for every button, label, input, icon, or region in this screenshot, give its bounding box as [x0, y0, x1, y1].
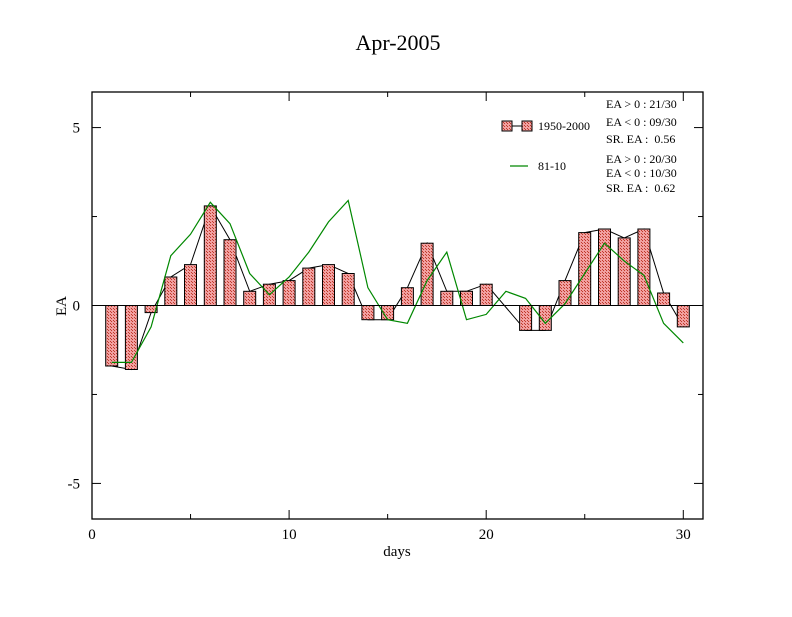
bar-day-4 — [164, 276, 178, 306]
y-tick-label-5: 5 — [73, 121, 81, 137]
stats-first-line-2: EA < 0 : 09/30 — [606, 115, 677, 129]
bar-day-18 — [440, 290, 454, 306]
y-tick-label-0: 0 — [73, 299, 81, 315]
legend-label-81-10: 81-10 — [538, 159, 566, 173]
bar-day-25 — [578, 232, 592, 307]
x-axis-label: days — [383, 544, 411, 560]
legend-bar-swatch-right — [521, 120, 533, 132]
bar-day-29 — [657, 292, 671, 306]
bar-day-13 — [341, 273, 355, 306]
series-1950-2000-connector-line — [111, 204, 684, 371]
legend: 1950-2000 81-10 EA > 0 : 21/30 EA < 0 : … — [501, 97, 677, 195]
stats-second-line-1: EA > 0 : 20/30 — [606, 152, 677, 166]
stats-second-line-2: EA < 0 : 10/30 — [606, 166, 677, 180]
bar-day-16 — [400, 287, 414, 307]
stats-first-line-3: SR. EA : 0.56 — [606, 132, 675, 146]
bar-day-5 — [184, 264, 197, 307]
bar-day-6 — [203, 205, 217, 306]
legend-bar-swatch-left — [501, 120, 513, 132]
bar-day-28 — [637, 228, 651, 306]
plot-area — [105, 199, 690, 371]
bar-day-24 — [558, 280, 572, 307]
x-tick-label-20: 20 — [479, 527, 494, 543]
stats-first-line-1: EA > 0 : 21/30 — [606, 97, 677, 111]
bar-day-26 — [598, 228, 611, 306]
y-tick-label--5: -5 — [68, 476, 81, 492]
bar-day-11 — [302, 267, 316, 307]
bar-day-12 — [322, 264, 335, 307]
bar-day-14 — [361, 305, 375, 321]
bar-day-27 — [617, 237, 631, 306]
bar-day-30 — [676, 305, 690, 328]
x-tick-label-10: 10 — [282, 527, 297, 543]
bar-day-7 — [223, 239, 237, 306]
x-tick-label-0: 0 — [88, 527, 96, 543]
bar-day-22 — [519, 305, 533, 331]
legend-label-1950-2000: 1950-2000 — [538, 119, 590, 133]
bar-day-20 — [479, 283, 493, 307]
bar-day-8 — [243, 290, 257, 306]
bar-day-1 — [105, 305, 119, 367]
bar-day-2 — [124, 305, 138, 370]
stats-second-line-3: SR. EA : 0.62 — [606, 181, 675, 195]
chart-title: Apr-2005 — [355, 30, 440, 55]
y-axis-label: EA — [54, 296, 70, 316]
x-tick-label-30: 30 — [676, 527, 691, 543]
axes: 0 10 20 30 -5 0 5 — [68, 92, 703, 543]
series-81-10-line — [111, 199, 684, 363]
bar-day-10 — [282, 280, 296, 307]
